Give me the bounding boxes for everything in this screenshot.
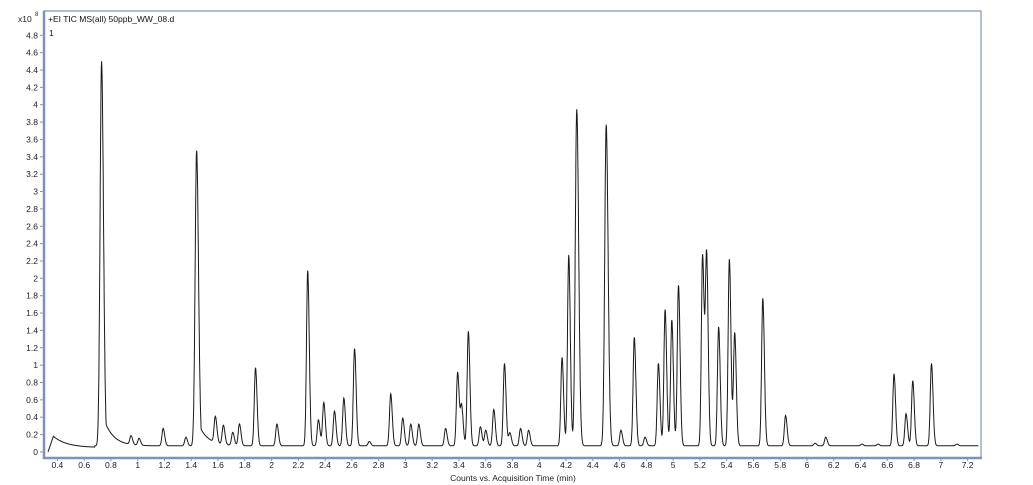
x-tick-label: 5 bbox=[671, 460, 676, 470]
x-tick-label: 2.2 bbox=[292, 460, 304, 470]
y-tick-label: 2.4 bbox=[26, 239, 38, 249]
y-tick-label: 1.4 bbox=[26, 325, 38, 335]
y-tick-label: 3.6 bbox=[26, 134, 38, 144]
y-tick-label: 3.2 bbox=[26, 169, 38, 179]
y-tick-label: 4.4 bbox=[26, 65, 38, 75]
x-tick-label: 1 bbox=[135, 460, 140, 470]
y-tick-label: 1.2 bbox=[26, 343, 38, 353]
x-tick-label: 4.4 bbox=[587, 460, 599, 470]
x-tick-label: 4.2 bbox=[560, 460, 572, 470]
trace-label: 1 bbox=[49, 28, 54, 38]
x-axis-label: Counts vs. Acquisition Time (min) bbox=[450, 473, 576, 483]
x-tick-label: 2.4 bbox=[319, 460, 331, 470]
x-tick-label: 6.2 bbox=[828, 460, 840, 470]
x-tick-label: 6.8 bbox=[908, 460, 920, 470]
x-tick-label: 6.6 bbox=[881, 460, 893, 470]
y-tick-label: 2.6 bbox=[26, 221, 38, 231]
x-tick-label: 0.8 bbox=[105, 460, 117, 470]
y-tick-label: 0.8 bbox=[26, 377, 38, 387]
x-tick-label: 1.6 bbox=[212, 460, 224, 470]
x-tick-label: 3.6 bbox=[480, 460, 492, 470]
x-tick-label: 2 bbox=[269, 460, 274, 470]
y-tick-label: 2.2 bbox=[26, 256, 38, 266]
y-multiplier: x10 bbox=[18, 14, 32, 24]
x-tick-label: 4 bbox=[537, 460, 542, 470]
y-tick-label: 1 bbox=[33, 360, 38, 370]
plot-frame bbox=[43, 10, 982, 459]
x-tick-label: 1.4 bbox=[185, 460, 197, 470]
y-tick-label: 0 bbox=[33, 447, 38, 457]
y-tick-label: 4.8 bbox=[26, 30, 38, 40]
y-tick-label: 0.6 bbox=[26, 395, 38, 405]
tic-trace bbox=[47, 61, 979, 453]
x-tick-label: 5.2 bbox=[694, 460, 706, 470]
x-tick-label: 3 bbox=[403, 460, 408, 470]
chart-title: +EI TIC MS(all) 50ppb_WW_08.d bbox=[48, 14, 174, 24]
x-tick-label: 5.8 bbox=[774, 460, 786, 470]
y-tick-label: 3 bbox=[33, 187, 38, 197]
y-tick-label: 4.2 bbox=[26, 82, 38, 92]
y-tick-label: 3.4 bbox=[26, 152, 38, 162]
y-tick-label: 1.6 bbox=[26, 308, 38, 318]
x-tick-label: 7.2 bbox=[962, 460, 974, 470]
y-tick-label: 2 bbox=[33, 273, 38, 283]
x-tick-label: 5.6 bbox=[748, 460, 760, 470]
y-tick-label: 0.2 bbox=[26, 430, 38, 440]
y-exponent: 8 bbox=[35, 12, 39, 18]
x-tick-label: 0.6 bbox=[78, 460, 90, 470]
y-tick-label: 4.6 bbox=[26, 48, 38, 58]
y-tick-label: 3.8 bbox=[26, 117, 38, 127]
x-tick-label: 4.6 bbox=[614, 460, 626, 470]
y-tick-label: 1.8 bbox=[26, 291, 38, 301]
x-tick-label: 1.8 bbox=[239, 460, 251, 470]
x-tick-label: 2.8 bbox=[373, 460, 385, 470]
x-tick-label: 7 bbox=[938, 460, 943, 470]
x-tick-label: 6.4 bbox=[855, 460, 867, 470]
y-tick-label: 0.4 bbox=[26, 412, 38, 422]
x-tick-label: 5.4 bbox=[721, 460, 733, 470]
x-tick-label: 1.2 bbox=[159, 460, 171, 470]
x-tick-label: 2.6 bbox=[346, 460, 358, 470]
x-tick-label: 3.2 bbox=[426, 460, 438, 470]
y-tick-label: 2.8 bbox=[26, 204, 38, 214]
x-tick-label: 3.8 bbox=[507, 460, 519, 470]
x-tick-label: 4.8 bbox=[640, 460, 652, 470]
y-tick-label: 4 bbox=[33, 100, 38, 110]
x-tick-label: 6 bbox=[805, 460, 810, 470]
x-tick-label: 3.4 bbox=[453, 460, 465, 470]
x-tick-label: 0.4 bbox=[51, 460, 63, 470]
